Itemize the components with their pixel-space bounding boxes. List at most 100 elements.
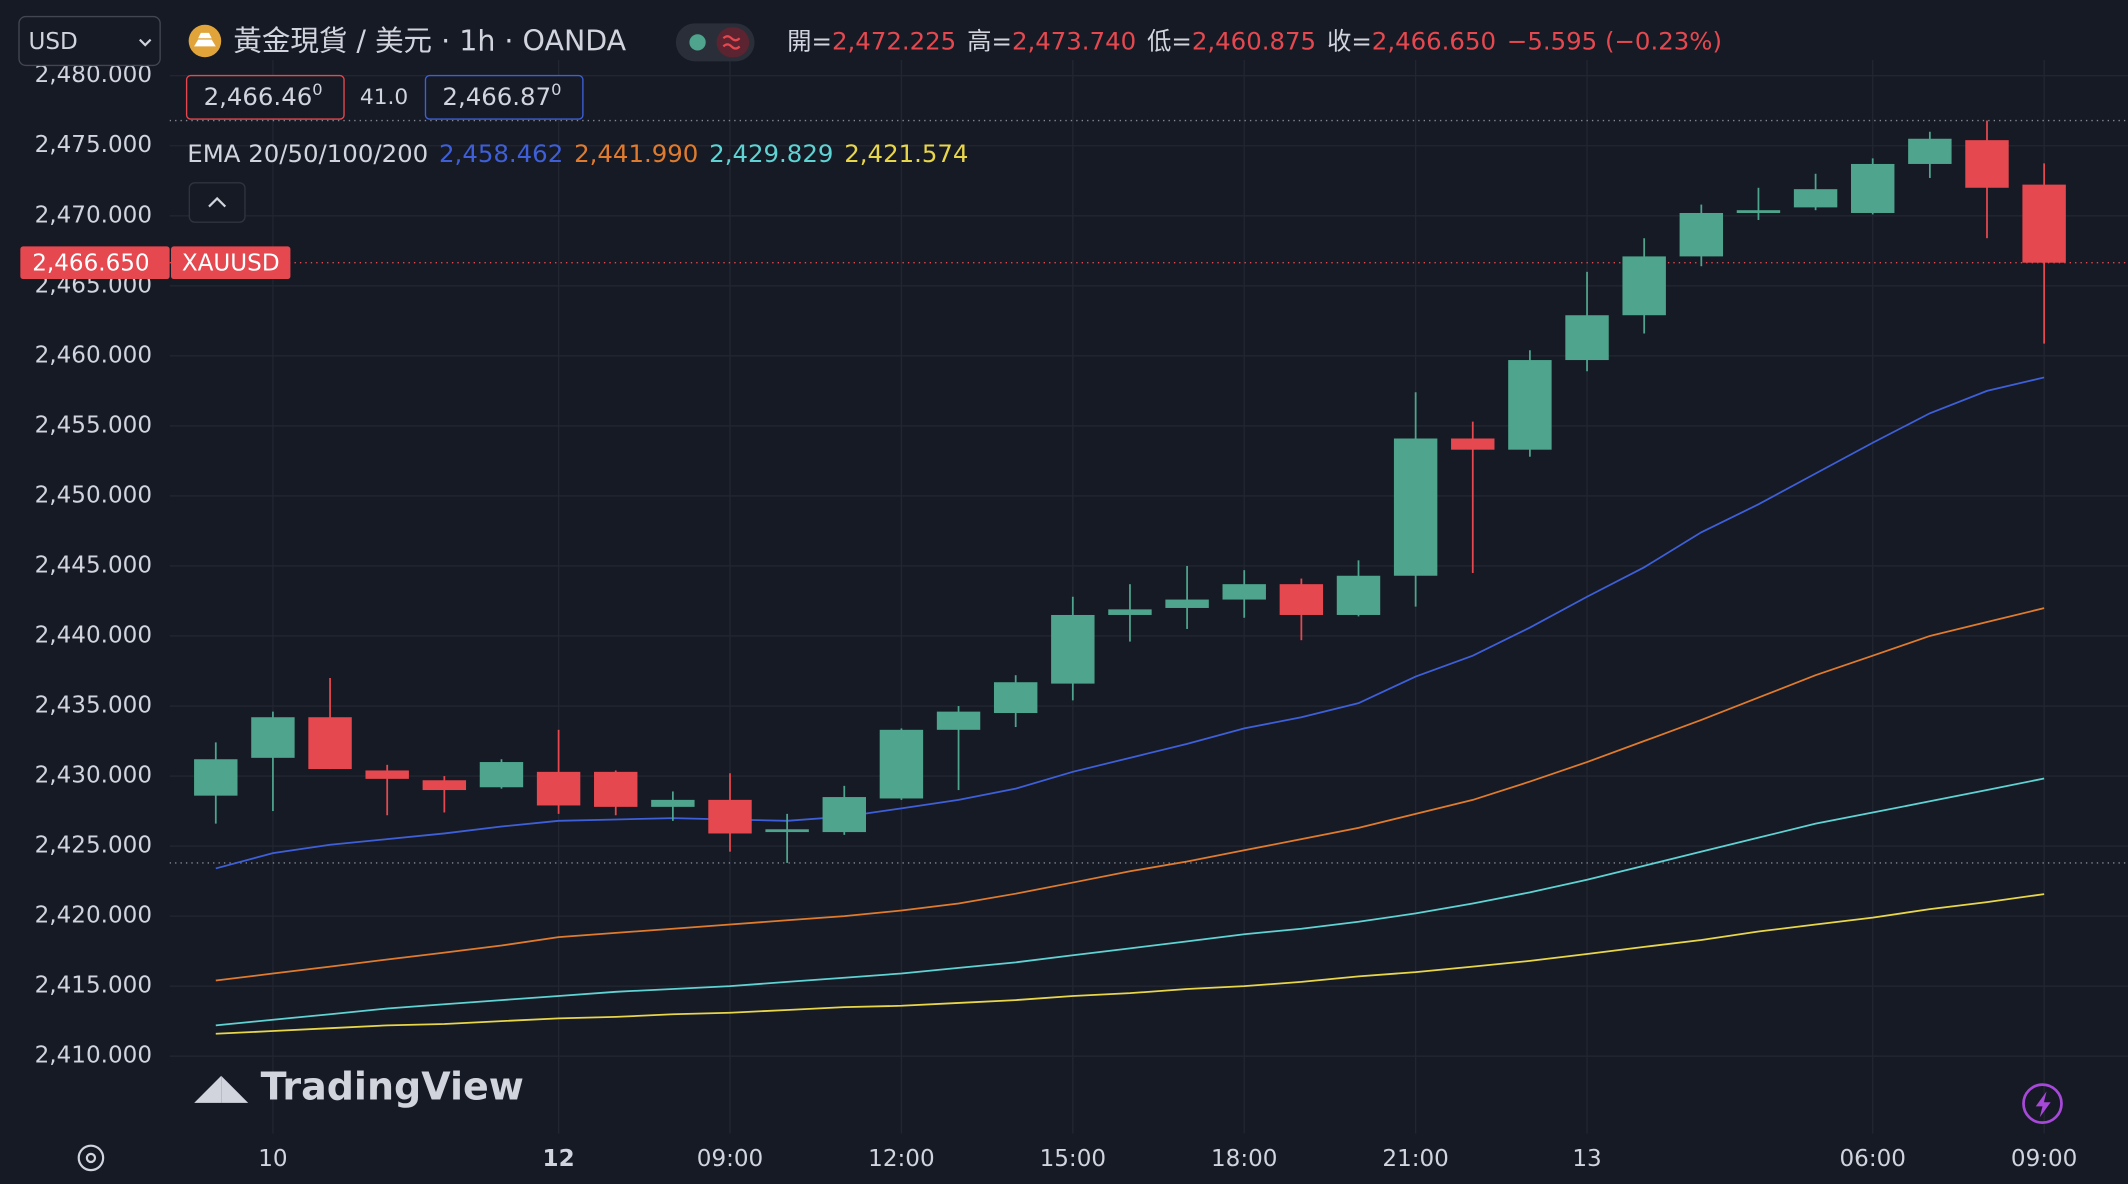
candle-body xyxy=(1393,438,1438,576)
ask-main: 2,466.87 xyxy=(442,82,551,111)
x-tick-label: 18:00 xyxy=(1211,1146,1277,1172)
settings-icon-center xyxy=(85,1152,97,1164)
y-tick-label: 2,410.000 xyxy=(35,1043,152,1069)
ohlc-value: 2,473.740 xyxy=(1012,26,1136,55)
x-tick-label: 09:00 xyxy=(697,1146,763,1172)
y-axis-panel xyxy=(0,0,170,1134)
symbol-tag-text: XAUUSD xyxy=(182,251,280,277)
ema-value: 2,441.990 xyxy=(574,139,698,168)
brand-text: TradingView xyxy=(261,1064,524,1108)
y-tick-label: 2,450.000 xyxy=(35,482,152,508)
y-tick-label: 2,480.000 xyxy=(35,62,152,88)
symbol-tag-box xyxy=(171,246,291,279)
candle-body xyxy=(479,762,524,788)
candle-body xyxy=(708,799,752,834)
ema-label: EMA 20/50/100/200 xyxy=(187,139,428,168)
candle-body xyxy=(194,759,238,796)
y-tick-label: 2,475.000 xyxy=(35,132,152,158)
symbol-title: 黃金現貨 / 美元 · 1h · OANDA xyxy=(233,24,626,57)
candle-body xyxy=(1051,614,1095,684)
candle-body xyxy=(1222,584,1266,600)
y-tick-label: 2,425.000 xyxy=(35,833,152,859)
delay-badge xyxy=(716,27,750,58)
candle-body xyxy=(1679,212,1724,257)
ema-legend: EMA 20/50/100/200 2,458.462 2,441.990 2,429… xyxy=(187,139,968,168)
ohlc-value: 2,472.225 xyxy=(832,26,956,55)
x-tick-label: 10 xyxy=(258,1146,287,1172)
ohlc-value: 2,460.875 xyxy=(1192,26,1316,55)
candle-body xyxy=(1565,315,1609,361)
y-tick-label: 2,455.000 xyxy=(35,412,152,438)
ask-sup: 0 xyxy=(551,79,561,98)
price-tag: 2,466.650 XAUUSD xyxy=(20,246,291,279)
price-tag-text: 2,466.650 xyxy=(32,251,149,277)
candle-body xyxy=(594,771,638,807)
x-tick-label: 13 xyxy=(1572,1146,1601,1172)
y-tick-label: 2,440.000 xyxy=(35,622,152,648)
candle-body xyxy=(993,682,1038,714)
y-tick-label: 2,415.000 xyxy=(35,973,152,999)
ema-value: 2,458.462 xyxy=(439,139,563,168)
bid-button[interactable] xyxy=(185,74,345,120)
candle-body xyxy=(1736,210,1781,213)
candle-body xyxy=(1965,140,2009,188)
ohlc-label: 開= xyxy=(787,26,832,55)
y-axis: 2,410.000 2,415.000 2,420.000 2,425.000 2,43… xyxy=(35,62,152,1068)
candle-body xyxy=(651,799,695,807)
ohlc-label: 高= xyxy=(967,26,1012,55)
ohlc-legend: 開=2,472.225 高=2,473.740 低=2,460.875 收=2,466… xyxy=(787,26,1722,55)
ema-line xyxy=(215,893,2045,1035)
candle-body xyxy=(1451,438,1495,450)
candle-body xyxy=(536,771,581,806)
select-chevron xyxy=(139,38,152,47)
x-tick-label: 21:00 xyxy=(1382,1146,1448,1172)
y-tick-label: 2,420.000 xyxy=(35,903,152,929)
collapse-icon xyxy=(208,196,227,208)
top-bar xyxy=(0,0,2128,61)
x-tick-label: 12 xyxy=(543,1146,575,1172)
bid-sup: 0 xyxy=(312,79,322,98)
candle-body xyxy=(1336,575,1381,615)
candle-body xyxy=(1908,138,1952,164)
ohlc-label: 收= xyxy=(1327,26,1372,55)
candle-body xyxy=(1793,189,1838,208)
candle-body xyxy=(308,717,352,770)
candle-body xyxy=(936,711,981,730)
ema-line xyxy=(215,607,2045,982)
x-tick-label: 12:00 xyxy=(868,1146,934,1172)
ema-line xyxy=(215,777,2045,1027)
y-tick-label: 2,435.000 xyxy=(35,693,152,719)
currency-select[interactable] xyxy=(18,15,161,67)
brand: ◢◣ TradingView xyxy=(194,1064,524,1108)
candle-body xyxy=(879,729,924,799)
candle-body xyxy=(822,797,866,833)
candle-body xyxy=(1165,599,1209,608)
market-open-dot xyxy=(689,34,706,51)
plot xyxy=(169,119,2128,1035)
bid-main: 2,466.46 xyxy=(204,82,313,111)
y-tick-label: 2,430.000 xyxy=(35,763,152,789)
ema-value: 2,429.829 xyxy=(709,139,833,168)
candle-body xyxy=(365,770,409,779)
ohlc-value: 2,466.650 xyxy=(1372,26,1496,55)
y-tick-label: 2,470.000 xyxy=(35,202,152,228)
x-tick-label: 06:00 xyxy=(1839,1146,1905,1172)
candle-body xyxy=(1622,256,1666,316)
currency-text: USD xyxy=(29,29,78,55)
brand-mark: ◢◣ xyxy=(194,1067,261,1108)
collapse-button[interactable] xyxy=(188,182,246,223)
candle-body xyxy=(1279,584,1324,615)
settings-icon[interactable] xyxy=(77,1144,105,1172)
x-tick-label: 15:00 xyxy=(1040,1146,1106,1172)
ask-button[interactable] xyxy=(424,74,584,120)
ema-line xyxy=(215,376,2045,870)
candle-body xyxy=(1108,609,1152,615)
delay-icon xyxy=(722,35,741,50)
lightning-button[interactable] xyxy=(2022,1083,2063,1124)
lightning-icon xyxy=(2035,1091,2051,1118)
ohlc-label: 低= xyxy=(1147,26,1192,55)
candle-body xyxy=(1851,163,1895,213)
